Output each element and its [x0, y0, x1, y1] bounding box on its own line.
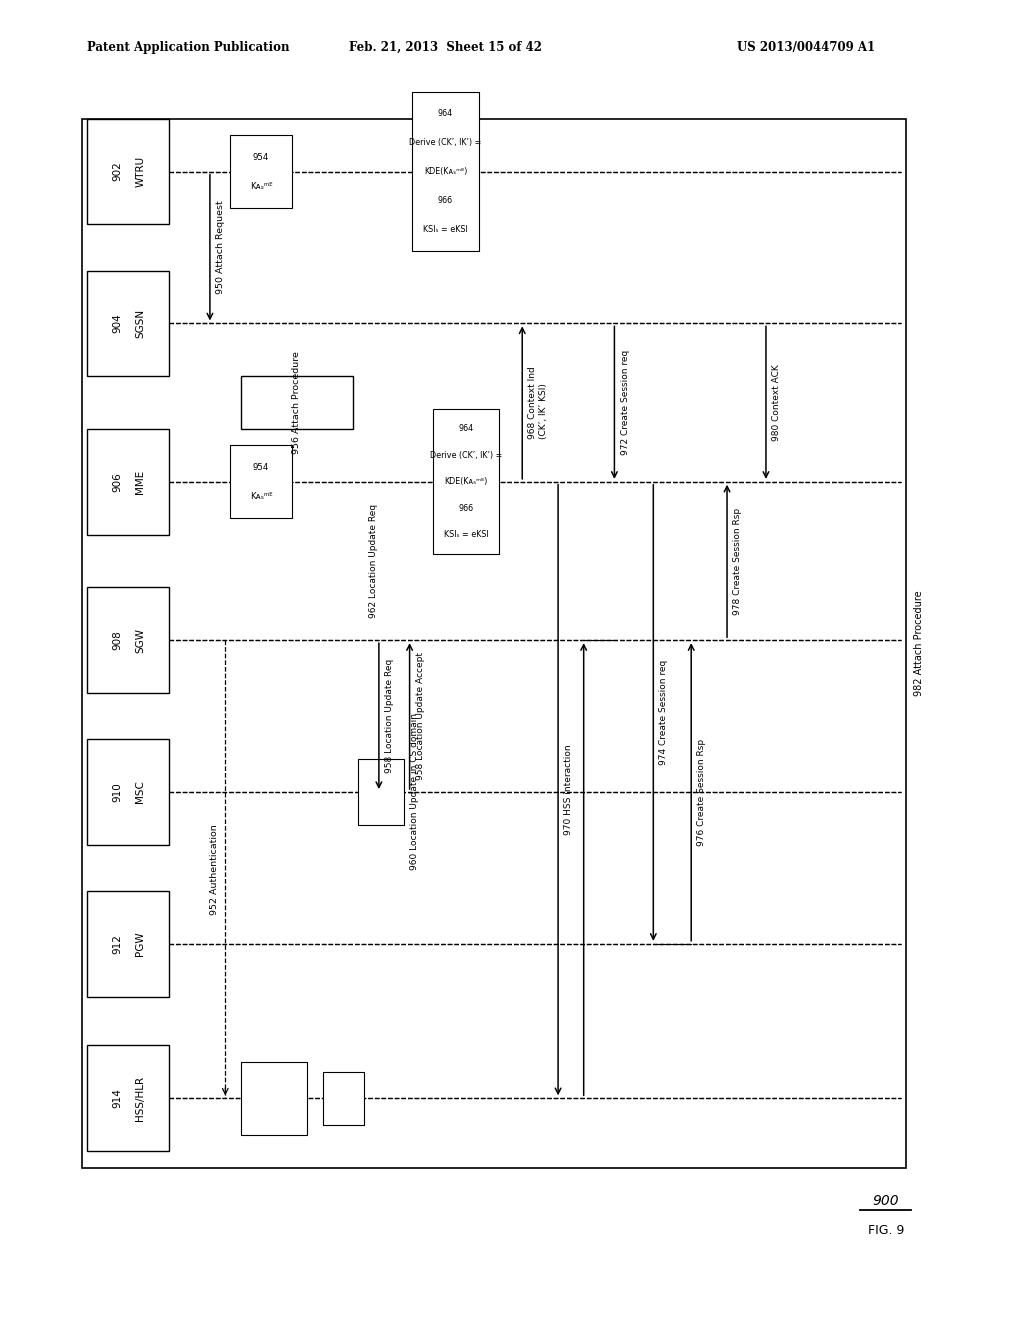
Text: 964: 964	[459, 425, 473, 433]
Text: HSS/HLR: HSS/HLR	[135, 1076, 145, 1121]
Bar	[358, 759, 404, 825]
Bar	[87, 429, 169, 535]
Text: 964: 964	[438, 110, 453, 119]
Text: 972 Create Session req: 972 Create Session req	[621, 350, 630, 455]
Bar	[432, 409, 500, 554]
Text: 982 Attach Procedure: 982 Attach Procedure	[913, 590, 924, 697]
Text: PGW: PGW	[135, 932, 145, 956]
Text: KSIₛ = eKSI: KSIₛ = eKSI	[443, 531, 488, 539]
Bar	[230, 445, 292, 517]
Bar	[87, 587, 169, 693]
Bar	[87, 891, 169, 997]
Text: 970 HSS interaction: 970 HSS interaction	[564, 744, 573, 836]
Text: 974 Create Session req: 974 Create Session req	[659, 660, 669, 766]
Bar	[87, 119, 169, 224]
Text: 980 Context ACK: 980 Context ACK	[772, 364, 781, 441]
Text: 958 Location Update Accept: 958 Location Update Accept	[416, 652, 425, 780]
Text: 960 Location Update in CS domain: 960 Location Update in CS domain	[410, 714, 419, 870]
Text: 914: 914	[113, 1088, 123, 1109]
Text: WTRU: WTRU	[135, 156, 145, 187]
Text: SGSN: SGSN	[135, 309, 145, 338]
Text: US 2013/0044709 A1: US 2013/0044709 A1	[737, 41, 876, 54]
Text: MME: MME	[135, 470, 145, 494]
Text: 976 Create Session Rsp: 976 Create Session Rsp	[697, 738, 707, 846]
Bar	[323, 1072, 364, 1125]
Text: 966: 966	[438, 195, 453, 205]
Text: 902: 902	[113, 162, 123, 181]
Text: 908: 908	[113, 631, 123, 649]
Text: KDE(Kᴀₛᵐᴱ): KDE(Kᴀₛᵐᴱ)	[444, 478, 487, 486]
Text: 968 Context Ind
(CK’, IK’ KSI): 968 Context Ind (CK’, IK’ KSI)	[528, 366, 548, 440]
Bar	[241, 376, 353, 429]
Text: 954: 954	[253, 463, 269, 471]
Text: Patent Application Publication: Patent Application Publication	[87, 41, 290, 54]
Text: Feb. 21, 2013  Sheet 15 of 42: Feb. 21, 2013 Sheet 15 of 42	[349, 41, 542, 54]
Text: KSIₛ = eKSI: KSIₛ = eKSI	[423, 224, 468, 234]
Text: 912: 912	[113, 933, 123, 954]
Bar	[87, 739, 169, 845]
Text: 958 Location Update Req: 958 Location Update Req	[385, 659, 394, 774]
Text: Kᴀₛᵐᴱ: Kᴀₛᵐᴱ	[250, 182, 272, 190]
Text: FIG. 9: FIG. 9	[867, 1224, 904, 1237]
Bar	[241, 1061, 307, 1134]
Text: KDE(Kᴀₛᵐᴱ): KDE(Kᴀₛᵐᴱ)	[424, 168, 467, 176]
Text: 956 Attach Procedure: 956 Attach Procedure	[293, 351, 301, 454]
Text: 900: 900	[872, 1195, 899, 1208]
Text: 906: 906	[113, 473, 123, 491]
Bar	[82, 119, 906, 1168]
Text: Derive (CK’, IK’) =: Derive (CK’, IK’) =	[410, 139, 481, 148]
Text: 904: 904	[113, 314, 123, 333]
Text: 962 Location Update Req: 962 Location Update Req	[370, 504, 378, 618]
Text: SGW: SGW	[135, 628, 145, 652]
Text: Derive (CK’, IK’) =: Derive (CK’, IK’) =	[430, 451, 502, 459]
Text: 950 Attach Request: 950 Attach Request	[216, 201, 225, 294]
Text: 952 Authentication: 952 Authentication	[210, 824, 219, 915]
Text: 966: 966	[459, 504, 473, 512]
Bar	[87, 1045, 169, 1151]
Text: MSC: MSC	[135, 780, 145, 804]
Bar	[87, 271, 169, 376]
Text: 954: 954	[253, 153, 269, 161]
Bar	[412, 92, 478, 251]
Text: 978 Create Session Rsp: 978 Create Session Rsp	[733, 507, 742, 615]
Text: 910: 910	[113, 783, 123, 801]
Text: Kᴀₛᵐᴱ: Kᴀₛᵐᴱ	[250, 492, 272, 500]
Bar	[230, 135, 292, 207]
